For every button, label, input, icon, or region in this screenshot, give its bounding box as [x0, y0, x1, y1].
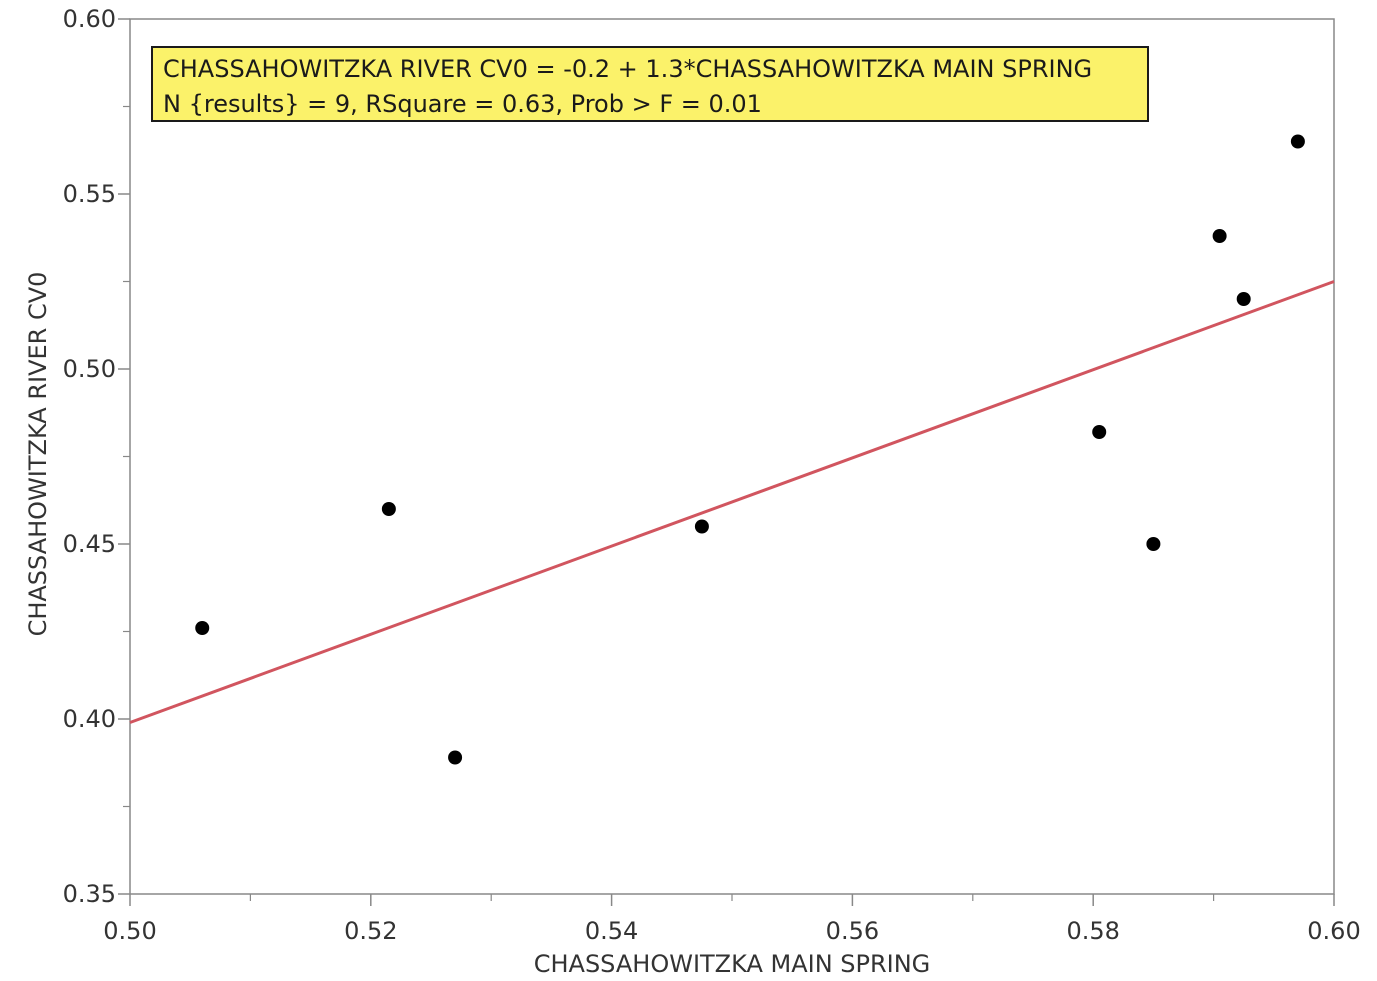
y-tick-label: 0.60 [63, 5, 116, 33]
x-axis-label: CHASSAHOWITZKA MAIN SPRING [533, 950, 931, 978]
data-point [448, 750, 463, 765]
plot-frame [129, 18, 1335, 895]
y-tick-label: 0.45 [63, 530, 116, 558]
x-tick-label: 0.56 [826, 917, 879, 945]
x-tick-label: 0.58 [1066, 917, 1119, 945]
regression-annotation: CHASSAHOWITZKA RIVER CV0 = -0.2 + 1.3*CH… [151, 46, 1149, 122]
data-point [381, 502, 396, 516]
data-point [1290, 134, 1305, 149]
data-point [1236, 292, 1251, 306]
x-tick-label: 0.50 [103, 917, 156, 945]
y-tick-label: 0.50 [63, 355, 116, 383]
data-point [1092, 425, 1107, 439]
data-point [1212, 229, 1227, 243]
data-point [694, 519, 709, 534]
regression-equation: CHASSAHOWITZKA RIVER CV0 = -0.2 + 1.3*CH… [163, 55, 1093, 83]
x-tick-label: 0.54 [585, 917, 638, 945]
y-tick-label: 0.35 [63, 880, 116, 908]
y-tick-label: 0.55 [63, 180, 116, 208]
y-tick-label: 0.40 [63, 705, 116, 733]
regression-line [129, 280, 1335, 724]
data-point [195, 621, 210, 635]
regression-stats: N {results} = 9, RSquare = 0.63, Prob > … [163, 90, 762, 118]
x-tick-label: 0.60 [1307, 917, 1360, 945]
data-point [1146, 537, 1161, 551]
y-axis-label: CHASSAHOWITZKA RIVER CV0 [24, 271, 52, 637]
x-tick-label: 0.52 [344, 917, 397, 945]
